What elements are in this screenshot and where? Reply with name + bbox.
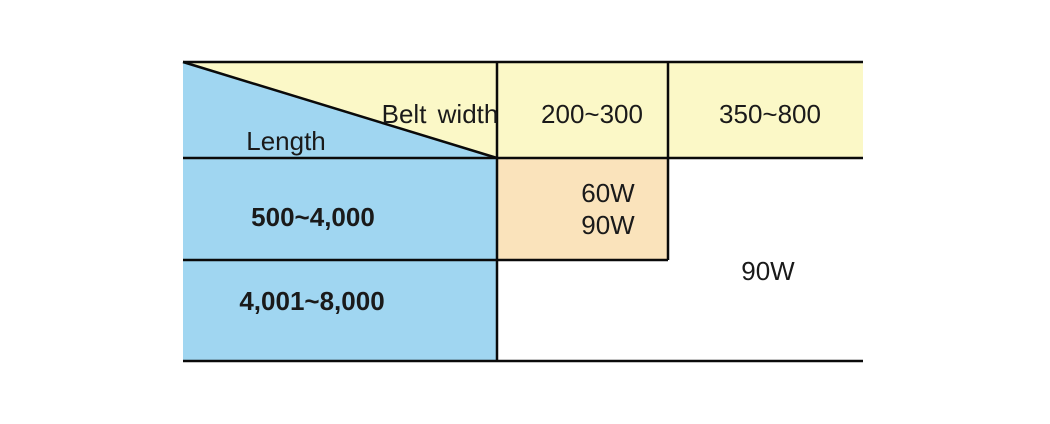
motor-power-selection-table: Belt width Length 200~300 350~800 500~4,… bbox=[182, 60, 863, 363]
corner-column-axis-label: Belt width bbox=[381, 99, 499, 129]
corner-row-axis-label: Length bbox=[246, 126, 326, 156]
row-header-1-background bbox=[183, 158, 497, 260]
cell-value-90w: 90W bbox=[581, 210, 635, 240]
row-header-500-4000: 500~4,000 bbox=[251, 202, 375, 232]
table-grid-graphic bbox=[182, 60, 863, 363]
row-header-4001-8000: 4,001~8,000 bbox=[239, 286, 385, 316]
corner-cell-diagonal bbox=[182, 60, 498, 160]
column-header-350-800: 350~800 bbox=[719, 99, 821, 129]
cell-60w-90w-background bbox=[497, 158, 668, 260]
cell-value-90w-merged: 90W bbox=[741, 256, 795, 286]
cell-value-60w: 60W bbox=[581, 178, 635, 208]
column-header-200-300: 200~300 bbox=[541, 99, 643, 129]
row-header-2-background bbox=[183, 260, 497, 361]
